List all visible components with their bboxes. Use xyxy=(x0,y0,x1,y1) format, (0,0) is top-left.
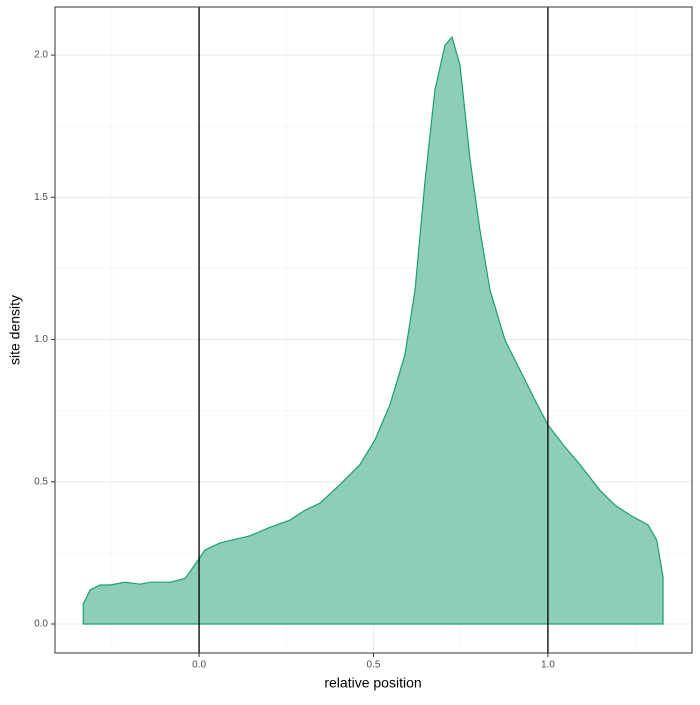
y-tick-label: 0.0 xyxy=(34,619,48,630)
y-tick-label: 1.5 xyxy=(34,192,48,203)
y-tick-label: 1.0 xyxy=(34,334,48,345)
x-tick-label: 1.0 xyxy=(541,660,555,671)
density-outline xyxy=(82,35,664,625)
x-tick-label: 0.5 xyxy=(367,660,381,671)
y-tick-label: 2.0 xyxy=(34,50,48,61)
y-axis-title: site density xyxy=(7,295,23,365)
marks xyxy=(82,7,664,653)
density-area xyxy=(83,37,664,624)
x-axis-title: relative position xyxy=(324,675,421,691)
y-tick-label: 0.5 xyxy=(34,476,48,487)
x-tick-label: 0.0 xyxy=(192,660,206,671)
